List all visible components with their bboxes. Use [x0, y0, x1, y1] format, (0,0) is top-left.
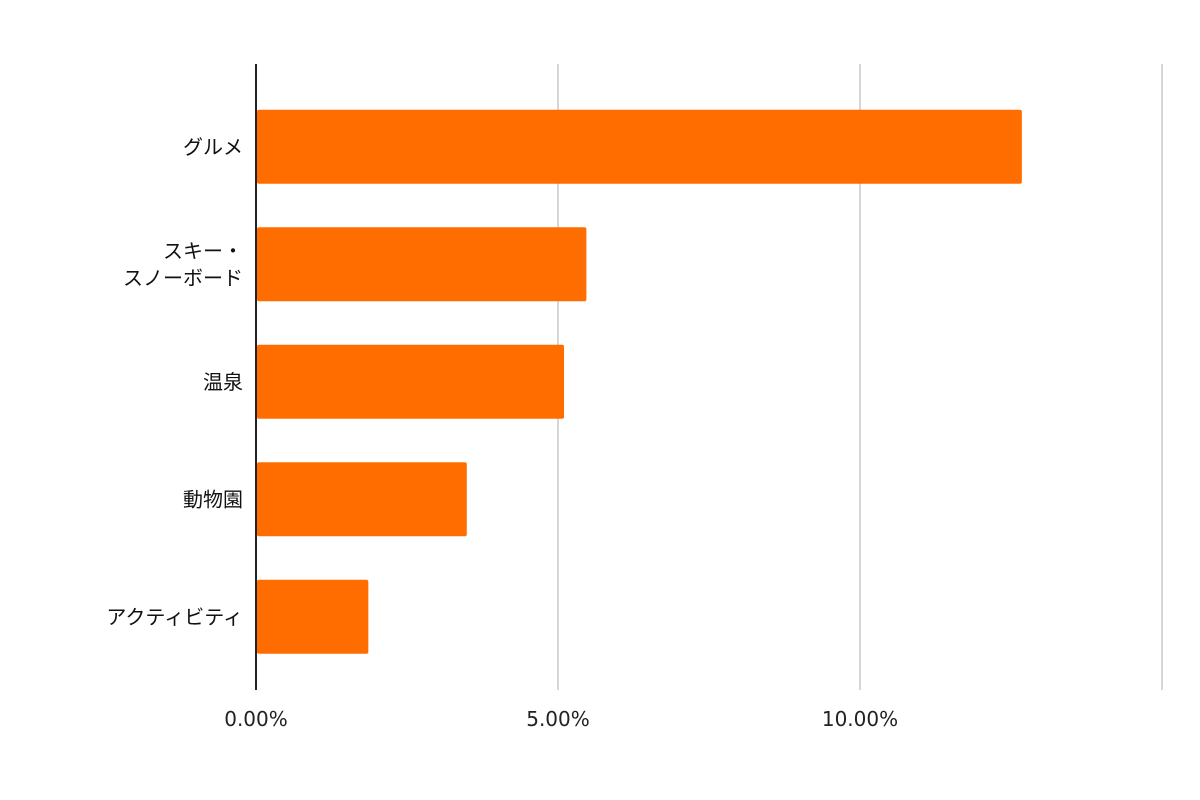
- x-tick-label: 5.00%: [526, 707, 590, 731]
- x-tick-label: 0.00%: [224, 707, 288, 731]
- category-label: 温泉: [203, 370, 243, 394]
- x-tick-labels: 0.00% 5.00% 10.00%: [224, 707, 898, 731]
- bars: [257, 109, 1022, 654]
- category-label: グルメ: [183, 135, 243, 159]
- bar-3: [257, 462, 467, 537]
- category-label: 動物園: [183, 487, 243, 511]
- bar-2: [257, 344, 565, 419]
- bar-4: [257, 579, 369, 654]
- category-label: アクティビティ: [106, 605, 243, 629]
- bar-0: [257, 109, 1022, 184]
- category-label: スキー・スノーボード: [123, 239, 243, 290]
- x-tick-label: 10.00%: [822, 707, 898, 731]
- bar-1: [257, 227, 587, 302]
